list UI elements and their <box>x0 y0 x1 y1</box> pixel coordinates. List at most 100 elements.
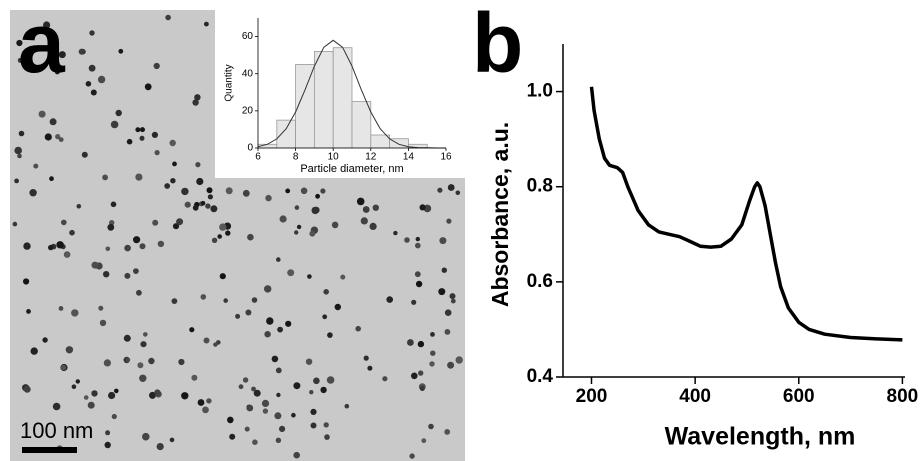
particle <box>415 242 421 249</box>
particle <box>414 271 421 278</box>
particle <box>323 422 329 428</box>
particle <box>115 109 122 117</box>
particle <box>447 361 455 369</box>
particle <box>247 233 254 241</box>
particle <box>251 297 258 303</box>
particle <box>276 392 281 398</box>
particle <box>189 327 195 333</box>
particle <box>411 299 417 305</box>
particle <box>238 384 244 390</box>
particle <box>124 272 131 279</box>
particle <box>169 139 176 147</box>
particle <box>447 184 455 191</box>
particle <box>165 14 171 21</box>
particle <box>137 362 144 369</box>
particle <box>210 205 218 213</box>
particle <box>369 222 377 230</box>
particle <box>363 355 369 361</box>
particle <box>355 325 362 332</box>
particle <box>152 219 159 226</box>
particle <box>43 21 51 29</box>
fit-curve <box>257 39 446 149</box>
particle <box>181 187 189 196</box>
particle <box>133 236 141 244</box>
particle <box>151 131 158 138</box>
x-tick-label: 200 <box>576 386 608 407</box>
particle <box>140 127 145 133</box>
particle <box>311 206 319 215</box>
panel-label: b <box>472 0 523 90</box>
particle <box>38 110 46 118</box>
particle <box>320 188 326 194</box>
particle <box>89 30 95 36</box>
particle <box>126 138 133 145</box>
particle <box>428 423 434 430</box>
bar <box>370 134 390 149</box>
particle <box>110 120 119 129</box>
particle <box>49 176 54 182</box>
particle <box>103 359 111 367</box>
y-tick-label: 40 <box>242 68 254 79</box>
particle <box>148 357 155 365</box>
particle <box>176 218 184 226</box>
particle <box>322 314 328 320</box>
particle <box>114 388 119 394</box>
particle <box>206 398 212 404</box>
bar <box>332 47 353 149</box>
particle <box>207 194 213 200</box>
particle <box>102 174 108 181</box>
particle <box>172 161 177 167</box>
x-tick-label: 400 <box>679 386 711 407</box>
particle <box>88 64 96 72</box>
particle <box>430 332 435 337</box>
particle <box>444 329 451 335</box>
particle <box>246 404 254 412</box>
particle <box>170 178 176 184</box>
particle <box>213 342 218 347</box>
particle <box>324 434 330 440</box>
particle <box>277 326 283 333</box>
particle <box>78 48 85 55</box>
particle <box>326 376 335 384</box>
particle <box>55 134 61 140</box>
particle <box>63 251 71 258</box>
particle <box>279 425 286 432</box>
particle <box>285 188 291 194</box>
particle <box>227 416 234 424</box>
particle <box>69 229 75 236</box>
particle <box>340 274 346 280</box>
particle <box>111 413 117 420</box>
particle <box>17 57 23 63</box>
particle <box>275 367 282 374</box>
particle <box>203 337 210 344</box>
particle <box>108 391 116 400</box>
x-tick-label: 800 <box>887 386 919 407</box>
particle <box>143 332 148 337</box>
particle <box>417 340 425 348</box>
particle <box>61 219 67 226</box>
particle <box>455 190 461 196</box>
particle <box>437 187 443 193</box>
y-tick-label: 0.6 <box>527 271 553 292</box>
particle <box>123 334 131 342</box>
particle <box>200 294 207 300</box>
panel-label: a <box>18 0 66 90</box>
particle <box>104 441 111 449</box>
particle <box>430 350 436 356</box>
particle <box>331 221 339 229</box>
particle <box>192 204 199 211</box>
particle <box>42 337 48 343</box>
particle <box>344 403 350 409</box>
particle <box>26 309 31 314</box>
particle <box>266 317 274 325</box>
particle <box>291 412 296 418</box>
particle <box>315 193 320 199</box>
particle <box>217 234 222 239</box>
particle <box>362 206 370 213</box>
particle <box>310 408 317 415</box>
particle <box>58 51 66 59</box>
particle <box>313 377 320 385</box>
particle <box>309 390 314 395</box>
particle <box>103 271 110 278</box>
particle <box>164 183 171 189</box>
